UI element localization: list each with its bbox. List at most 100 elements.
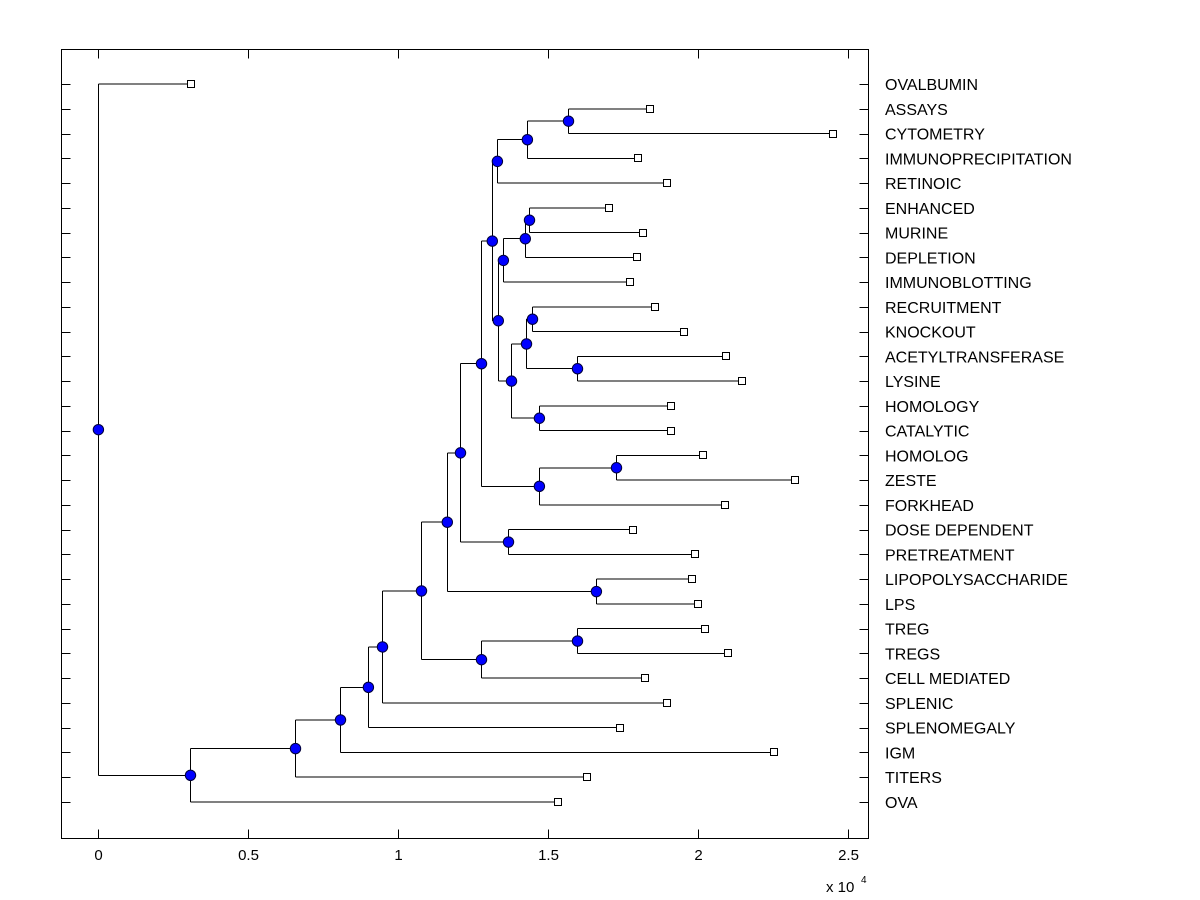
x-ticks: 0 0.5 1 1.5 2 2.5 (94, 49, 859, 864)
internal-node-marker (533, 412, 546, 424)
internal-node-marker (533, 480, 546, 493)
internal-node-marker (415, 585, 428, 597)
leaf-label: FORKHEAD (885, 498, 974, 515)
leaf-marker (605, 204, 613, 212)
x-tick-label: 2.5 (838, 847, 859, 864)
leaf-label: LYSINE (885, 374, 941, 391)
leaf-label: DOSE DEPENDENT (885, 523, 1034, 540)
x-tick-label: 2 (694, 847, 702, 864)
leaf-marker (680, 328, 688, 336)
leaf-label: KNOCKOUT (885, 325, 976, 342)
y-ticks (61, 84, 869, 803)
leaf-label: MURINE (885, 226, 948, 243)
x-tick-label: 0 (94, 847, 102, 864)
leaf-marker (667, 402, 675, 410)
leaf-marker (187, 80, 195, 88)
leaf-label: OVA (885, 795, 918, 812)
leaf-label: DEPLETION (885, 250, 976, 267)
leaf-label: CELL MEDIATED (885, 671, 1010, 688)
internal-node-marker (492, 315, 504, 327)
leaf-marker (651, 303, 659, 311)
internal-node-marker (362, 681, 375, 694)
leaf-label: RECRUITMENT (885, 300, 1002, 317)
x-exponent-label: x 10 (826, 879, 854, 896)
internal-node-marker (523, 214, 536, 226)
internal-node-marker (491, 155, 504, 168)
internal-node-marker (519, 233, 531, 245)
x-tick-label: 1.5 (538, 847, 559, 864)
internal-node-marker (441, 516, 453, 528)
internal-node-marker (475, 653, 488, 666)
leaf-marker (641, 674, 649, 682)
leaf-marker (626, 278, 634, 286)
leaf-marker (738, 377, 746, 385)
leaf-marker (629, 526, 637, 534)
leaf-label: OVALBUMIN (885, 77, 978, 94)
leaf-marker (694, 600, 702, 608)
leaf-label: HOMOLOG (885, 448, 969, 465)
leaf-label: HOMOLOGY (885, 399, 980, 416)
internal-node-marker (520, 338, 533, 350)
leaf-marker (616, 724, 624, 732)
leaf-label: PRETREATMENT (885, 547, 1015, 564)
leaf-marker (791, 476, 799, 484)
plot-area-border (61, 49, 869, 839)
internal-node-marker (502, 536, 515, 548)
leaf-label: CYTOMETRY (885, 127, 985, 144)
leaf-label: IMMUNOPRECIPITATION (885, 151, 1072, 168)
internal-node-marker (562, 115, 575, 127)
internal-node-marker (521, 134, 534, 146)
internal-node-marker (289, 742, 302, 755)
leaf-markers (187, 80, 837, 806)
leaf-marker (721, 501, 729, 509)
leaf-marker (634, 154, 642, 162)
branches (97, 83, 833, 803)
internal-node-marker (497, 254, 510, 267)
x-exponent-power: 4 (861, 875, 867, 886)
leaf-label: RETINOIC (885, 176, 961, 193)
internal-node-marker (505, 375, 518, 387)
leaf-label: LIPOPOLYSACCHARIDE (885, 572, 1068, 589)
leaf-label: TREGS (885, 646, 940, 663)
internal-node-marker (184, 769, 197, 781)
leaf-labels: OVALBUMIN ASSAYS CYTOMETRY IMMUNOPRECIPITAT… (885, 77, 1072, 812)
leaf-label: TREG (885, 622, 929, 639)
leaf-marker (583, 773, 591, 781)
leaf-label: LPS (885, 597, 915, 614)
leaf-marker (663, 179, 671, 187)
leaf-marker (691, 550, 699, 558)
node-markers (92, 115, 623, 781)
leaf-marker (722, 352, 730, 360)
leaf-label: ENHANCED (885, 201, 975, 218)
leaf-marker (699, 451, 707, 459)
internal-node-marker (92, 423, 105, 436)
leaf-label: ZESTE (885, 473, 937, 490)
leaf-marker (770, 748, 778, 756)
internal-node-marker (334, 714, 347, 726)
leaf-marker (688, 575, 696, 583)
leaf-label: IMMUNOBLOTTING (885, 275, 1032, 292)
leaf-marker (639, 229, 647, 237)
leaf-label: CATALYTIC (885, 424, 969, 441)
leaf-label: ACETYLTRANSFERASE (885, 349, 1064, 366)
leaf-marker (663, 699, 671, 707)
internal-node-marker (454, 447, 467, 459)
leaf-marker (633, 253, 641, 261)
internal-node-marker (486, 235, 498, 247)
leaf-marker (554, 798, 562, 806)
internal-node-marker (610, 462, 623, 474)
leaf-marker (701, 625, 709, 633)
leaf-marker (829, 130, 837, 138)
leaf-label: SPLENOMEGALY (885, 721, 1016, 738)
internal-node-marker (571, 363, 584, 375)
internal-node-marker (475, 357, 488, 370)
x-tick-label: 1 (394, 847, 402, 864)
internal-node-marker (590, 585, 603, 598)
leaf-label: TITERS (885, 770, 942, 787)
internal-node-marker (376, 641, 389, 653)
leaf-marker (667, 427, 675, 435)
leaf-marker (724, 649, 732, 657)
leaf-label: IGM (885, 745, 915, 762)
internal-node-marker (571, 635, 584, 647)
leaf-label: SPLENIC (885, 696, 953, 713)
